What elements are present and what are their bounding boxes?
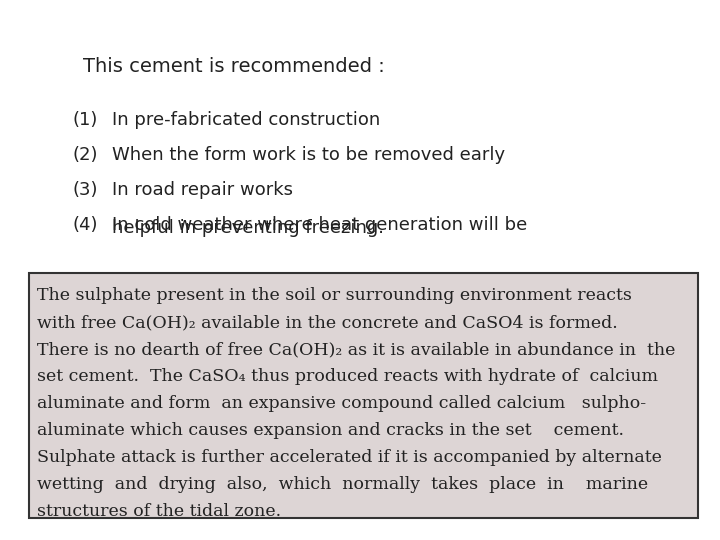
Text: In cold weather where heat generation will be: In cold weather where heat generation wi… xyxy=(112,216,527,234)
Text: The sulphate present in the soil or surrounding environment reacts: The sulphate present in the soil or surr… xyxy=(37,287,632,304)
Text: aluminate which causes expansion and cracks in the set    cement.: aluminate which causes expansion and cra… xyxy=(37,422,624,439)
Text: (2): (2) xyxy=(72,146,97,164)
Text: In pre-fabricated construction: In pre-fabricated construction xyxy=(112,111,380,129)
Text: Sulphate attack is further accelerated if it is accompanied by alternate: Sulphate attack is further accelerated i… xyxy=(37,449,662,466)
Text: with free Ca(OH)₂ available in the concrete and CaSO4 is formed.: with free Ca(OH)₂ available in the concr… xyxy=(37,314,618,331)
Text: In road repair works: In road repair works xyxy=(112,181,292,199)
Text: This cement is recommended :: This cement is recommended : xyxy=(83,57,384,76)
Text: aluminate and form  an expansive compound called calcium   sulpho-: aluminate and form an expansive compound… xyxy=(37,395,647,412)
Text: When the form work is to be removed early: When the form work is to be removed earl… xyxy=(112,146,505,164)
Text: There is no dearth of free Ca(OH)₂ as it is available in abundance in  the: There is no dearth of free Ca(OH)₂ as it… xyxy=(37,341,676,358)
FancyBboxPatch shape xyxy=(29,273,698,518)
Text: (3): (3) xyxy=(72,181,97,199)
Text: structures of the tidal zone.: structures of the tidal zone. xyxy=(37,503,282,520)
Text: set cement.  The CaSO₄ thus produced reacts with hydrate of  calcium: set cement. The CaSO₄ thus produced reac… xyxy=(37,368,659,385)
Text: (1): (1) xyxy=(72,111,97,129)
Text: (4): (4) xyxy=(72,216,97,234)
Text: helpful in preventing freezing.: helpful in preventing freezing. xyxy=(112,219,384,237)
Text: wetting  and  drying  also,  which  normally  takes  place  in    marine: wetting and drying also, which normally … xyxy=(37,476,649,493)
